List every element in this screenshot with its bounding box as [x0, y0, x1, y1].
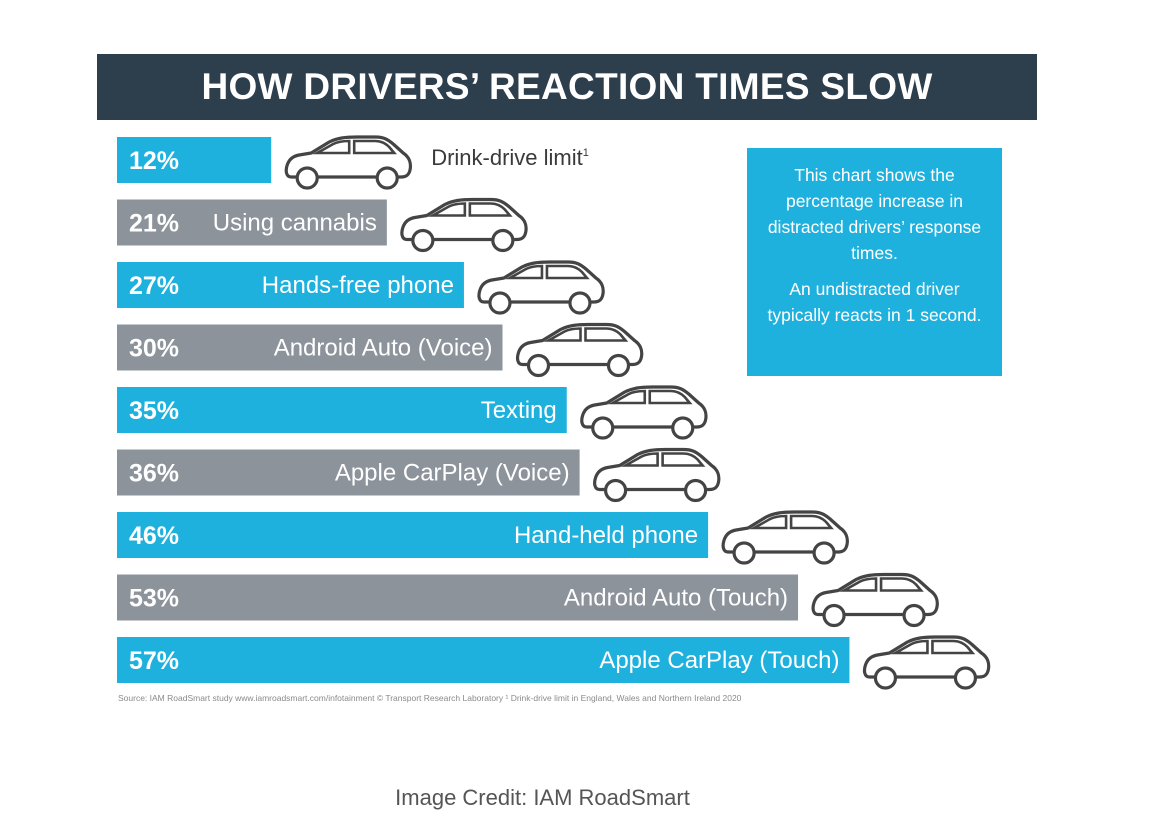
bar-row: 30% Android Auto (Voice) [117, 322, 644, 378]
car-icon [515, 322, 644, 378]
bar [117, 324, 503, 371]
source-note: Source: IAM RoadSmart study www.iamroads… [118, 693, 742, 703]
info-text-baseline: An undistracted driver typically reacts … [767, 279, 982, 325]
car-wheel [603, 478, 628, 503]
car-window [584, 327, 629, 342]
bar-value-label: 21% [129, 210, 179, 238]
car-wheel [568, 291, 592, 315]
car-wheel [488, 291, 512, 315]
car-wheel [295, 166, 319, 190]
bar-row: 53% Android Auto (Touch) [117, 572, 939, 628]
bar-value-label: 35% [129, 397, 179, 425]
bar-value-label: 36% [129, 460, 179, 488]
car-window [543, 327, 582, 342]
car-icon [477, 260, 605, 315]
bar-row: 27% Hands-free phone [117, 260, 605, 315]
car-icon [862, 635, 991, 690]
bar [117, 574, 799, 621]
bar-category-label: Android Auto (Touch) [564, 585, 788, 612]
car-window [504, 264, 544, 280]
bar [117, 637, 850, 683]
chart-title: HOW DRIVERS’ REACTION TIMES SLOW [201, 66, 933, 107]
bar-value-label: 12% [129, 147, 179, 175]
car-wheel [873, 666, 898, 690]
bar-value-label: 53% [129, 585, 179, 613]
car-window [468, 202, 513, 217]
bar-value-label: 46% [129, 522, 179, 550]
car-wheel [411, 228, 435, 253]
bar [117, 137, 272, 183]
footnote-marker: 1 [583, 147, 589, 159]
bar-row: 46% Hand-held phone [117, 510, 849, 565]
car-wheel [375, 166, 399, 190]
car-wheel [526, 353, 551, 378]
car-window [648, 389, 693, 405]
car-wheel [606, 353, 631, 378]
bar-value-label: 57% [129, 647, 179, 675]
car-window [607, 389, 647, 405]
car-window [545, 264, 590, 280]
car-wheel [491, 228, 515, 253]
bar-row: 36% Apple CarPlay (Voice) [117, 447, 721, 503]
car-wheel [732, 541, 756, 565]
car-icon [400, 197, 528, 253]
car-wheel [953, 666, 978, 690]
car-window [352, 139, 397, 155]
bar-value-label: 30% [129, 335, 179, 363]
car-window [749, 514, 788, 530]
car-window [427, 202, 467, 217]
bar [117, 199, 387, 246]
car-icon [721, 510, 849, 565]
car-wheel [812, 541, 836, 565]
bar-category-label: Using cannabis [213, 210, 377, 237]
car-wheel [671, 416, 695, 440]
bar [117, 387, 567, 433]
car-window [661, 452, 706, 467]
car-icon [580, 385, 708, 440]
bar-category-label: Apple CarPlay (Voice) [335, 460, 570, 487]
bar [117, 262, 464, 308]
bar-chart: 12% Drink-drive limit1 21% Using cannabis 27… [117, 135, 991, 690]
car-wheel [902, 603, 926, 628]
bar-row: 21% Using cannabis [117, 197, 528, 253]
car-window [839, 577, 878, 592]
bar [117, 512, 709, 558]
bar-category-label: Apple CarPlay (Touch) [599, 647, 839, 674]
car-icon [811, 572, 939, 628]
bar-value-label: 27% [129, 272, 179, 300]
bar-row: 12% Drink-drive limit1 [117, 135, 589, 190]
car-window [620, 452, 659, 467]
bar-category-label: Android Auto (Voice) [274, 335, 493, 362]
car-wheel [591, 416, 615, 440]
chart-title-bar: HOW DRIVERS’ REACTION TIMES SLOW [97, 54, 1037, 120]
car-icon [593, 447, 721, 503]
bar-category-label: Hands-free phone [262, 272, 454, 299]
image-credit: Image Credit: IAM RoadSmart [395, 785, 690, 810]
bar-category-label: Hand-held phone [514, 522, 698, 549]
bar-row: 57% Apple CarPlay (Touch) [117, 635, 991, 690]
bar [117, 449, 580, 496]
info-box: This chart shows the percentage increase… [747, 148, 1002, 376]
car-window [312, 139, 351, 155]
car-window [890, 639, 929, 655]
bar-row: 35% Texting [117, 385, 708, 440]
bar-category-label: Drink-drive limit1 [431, 145, 589, 170]
car-window [931, 639, 976, 655]
car-window [789, 514, 834, 530]
info-text-description: This chart shows the percentage increase… [767, 165, 982, 263]
car-wheel [683, 478, 708, 503]
car-icon [284, 135, 413, 190]
car-window [879, 577, 924, 592]
bar-category-label: Texting [481, 397, 557, 424]
car-wheel [822, 603, 846, 628]
